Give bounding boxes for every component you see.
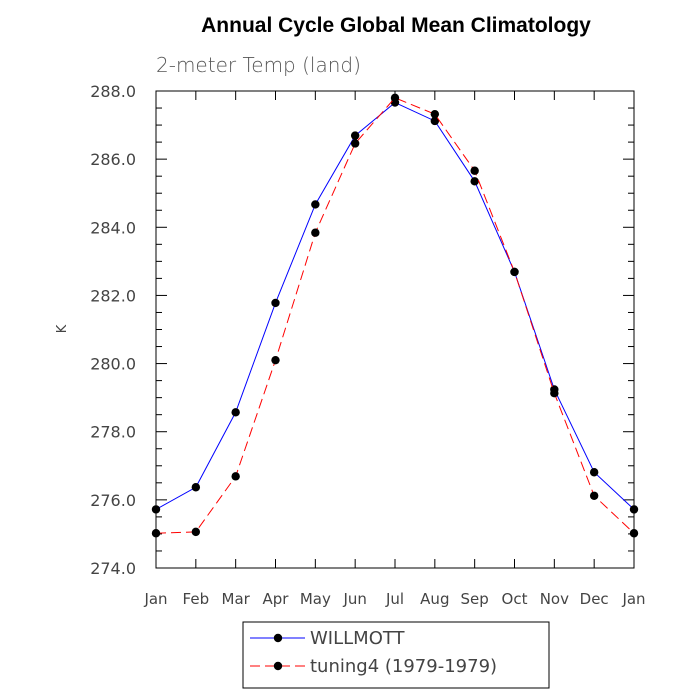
y-tick-label: 282.0: [90, 286, 136, 305]
x-tick-label: Jan: [143, 590, 167, 608]
x-tick-label: Jan: [621, 590, 645, 608]
x-tick-label: Nov: [540, 590, 569, 608]
series-layer: [151, 93, 639, 538]
y-tick-label: 280.0: [90, 355, 136, 374]
series-point-0: [470, 177, 479, 186]
x-tick-label: Mar: [222, 590, 251, 608]
series-point-1: [589, 491, 599, 500]
series-point-0: [350, 131, 360, 140]
y-tick-label: 278.0: [90, 423, 136, 442]
series-point-0: [430, 116, 440, 126]
y-tick-label: 286.0: [90, 150, 136, 169]
series-point-0: [271, 298, 280, 308]
y-ticks: 274.0 276.0 278.0 280.0 282.0 284.0 286.0 288.0: [90, 82, 634, 578]
x-tick-label: Aug: [420, 590, 449, 608]
series-point-0: [191, 483, 201, 492]
chart-title: Annual Cycle Global Mean Climatology: [201, 14, 591, 37]
y-tick-label: 288.0: [90, 82, 136, 101]
x-tick-label: Dec: [580, 590, 609, 608]
series-point-1: [271, 355, 280, 365]
legend: WILLMOTT tuning4 (1979-1979): [242, 621, 550, 689]
series-line-0: [155, 101, 635, 510]
x-tick-label: May: [300, 590, 331, 608]
x-tick-label: Feb: [183, 590, 210, 608]
x-tick-label: Oct: [502, 590, 528, 608]
series-point-0: [629, 505, 639, 514]
series-point-1: [151, 529, 161, 538]
series-point-1: [470, 166, 479, 175]
legend-label-0: WILLMOTT: [310, 628, 406, 649]
y-axis-label: K: [55, 324, 70, 333]
series-point-0: [311, 200, 320, 209]
series-point-1: [350, 139, 360, 148]
series-point-0: [231, 408, 240, 417]
x-tick-label: Jul: [385, 590, 404, 608]
series-line-1: [155, 97, 635, 534]
legend-label-1: tuning4 (1979-1979): [310, 656, 497, 677]
y-tick-label: 276.0: [90, 491, 136, 510]
series-point-1: [430, 109, 440, 119]
y-tick-label: 284.0: [90, 218, 136, 237]
plot-frame: [155, 90, 635, 569]
x-ticks: Jan Feb Mar Apr May Jun Jul Aug Sep Oct Nov Dec Jan: [143, 91, 646, 608]
y-tick-label: 274.0: [90, 559, 136, 578]
series-point-1: [550, 389, 559, 398]
legend-box: [242, 621, 550, 689]
x-tick-label: Sep: [461, 590, 489, 608]
legend-marker-0: [273, 633, 283, 643]
x-tick-label: Jun: [342, 590, 366, 608]
series-point-1: [311, 228, 320, 237]
legend-marker-1: [273, 661, 283, 671]
series-point-1: [231, 472, 240, 481]
x-tick-label: Apr: [263, 590, 290, 608]
series-point-1: [390, 93, 400, 103]
series-point-0: [151, 505, 161, 514]
chart-subtitle: 2-meter Temp (land): [156, 53, 361, 77]
series-point-0: [589, 468, 599, 477]
series-point-1: [629, 529, 639, 538]
series-point-1: [191, 527, 201, 537]
series-point-1: [510, 267, 519, 277]
